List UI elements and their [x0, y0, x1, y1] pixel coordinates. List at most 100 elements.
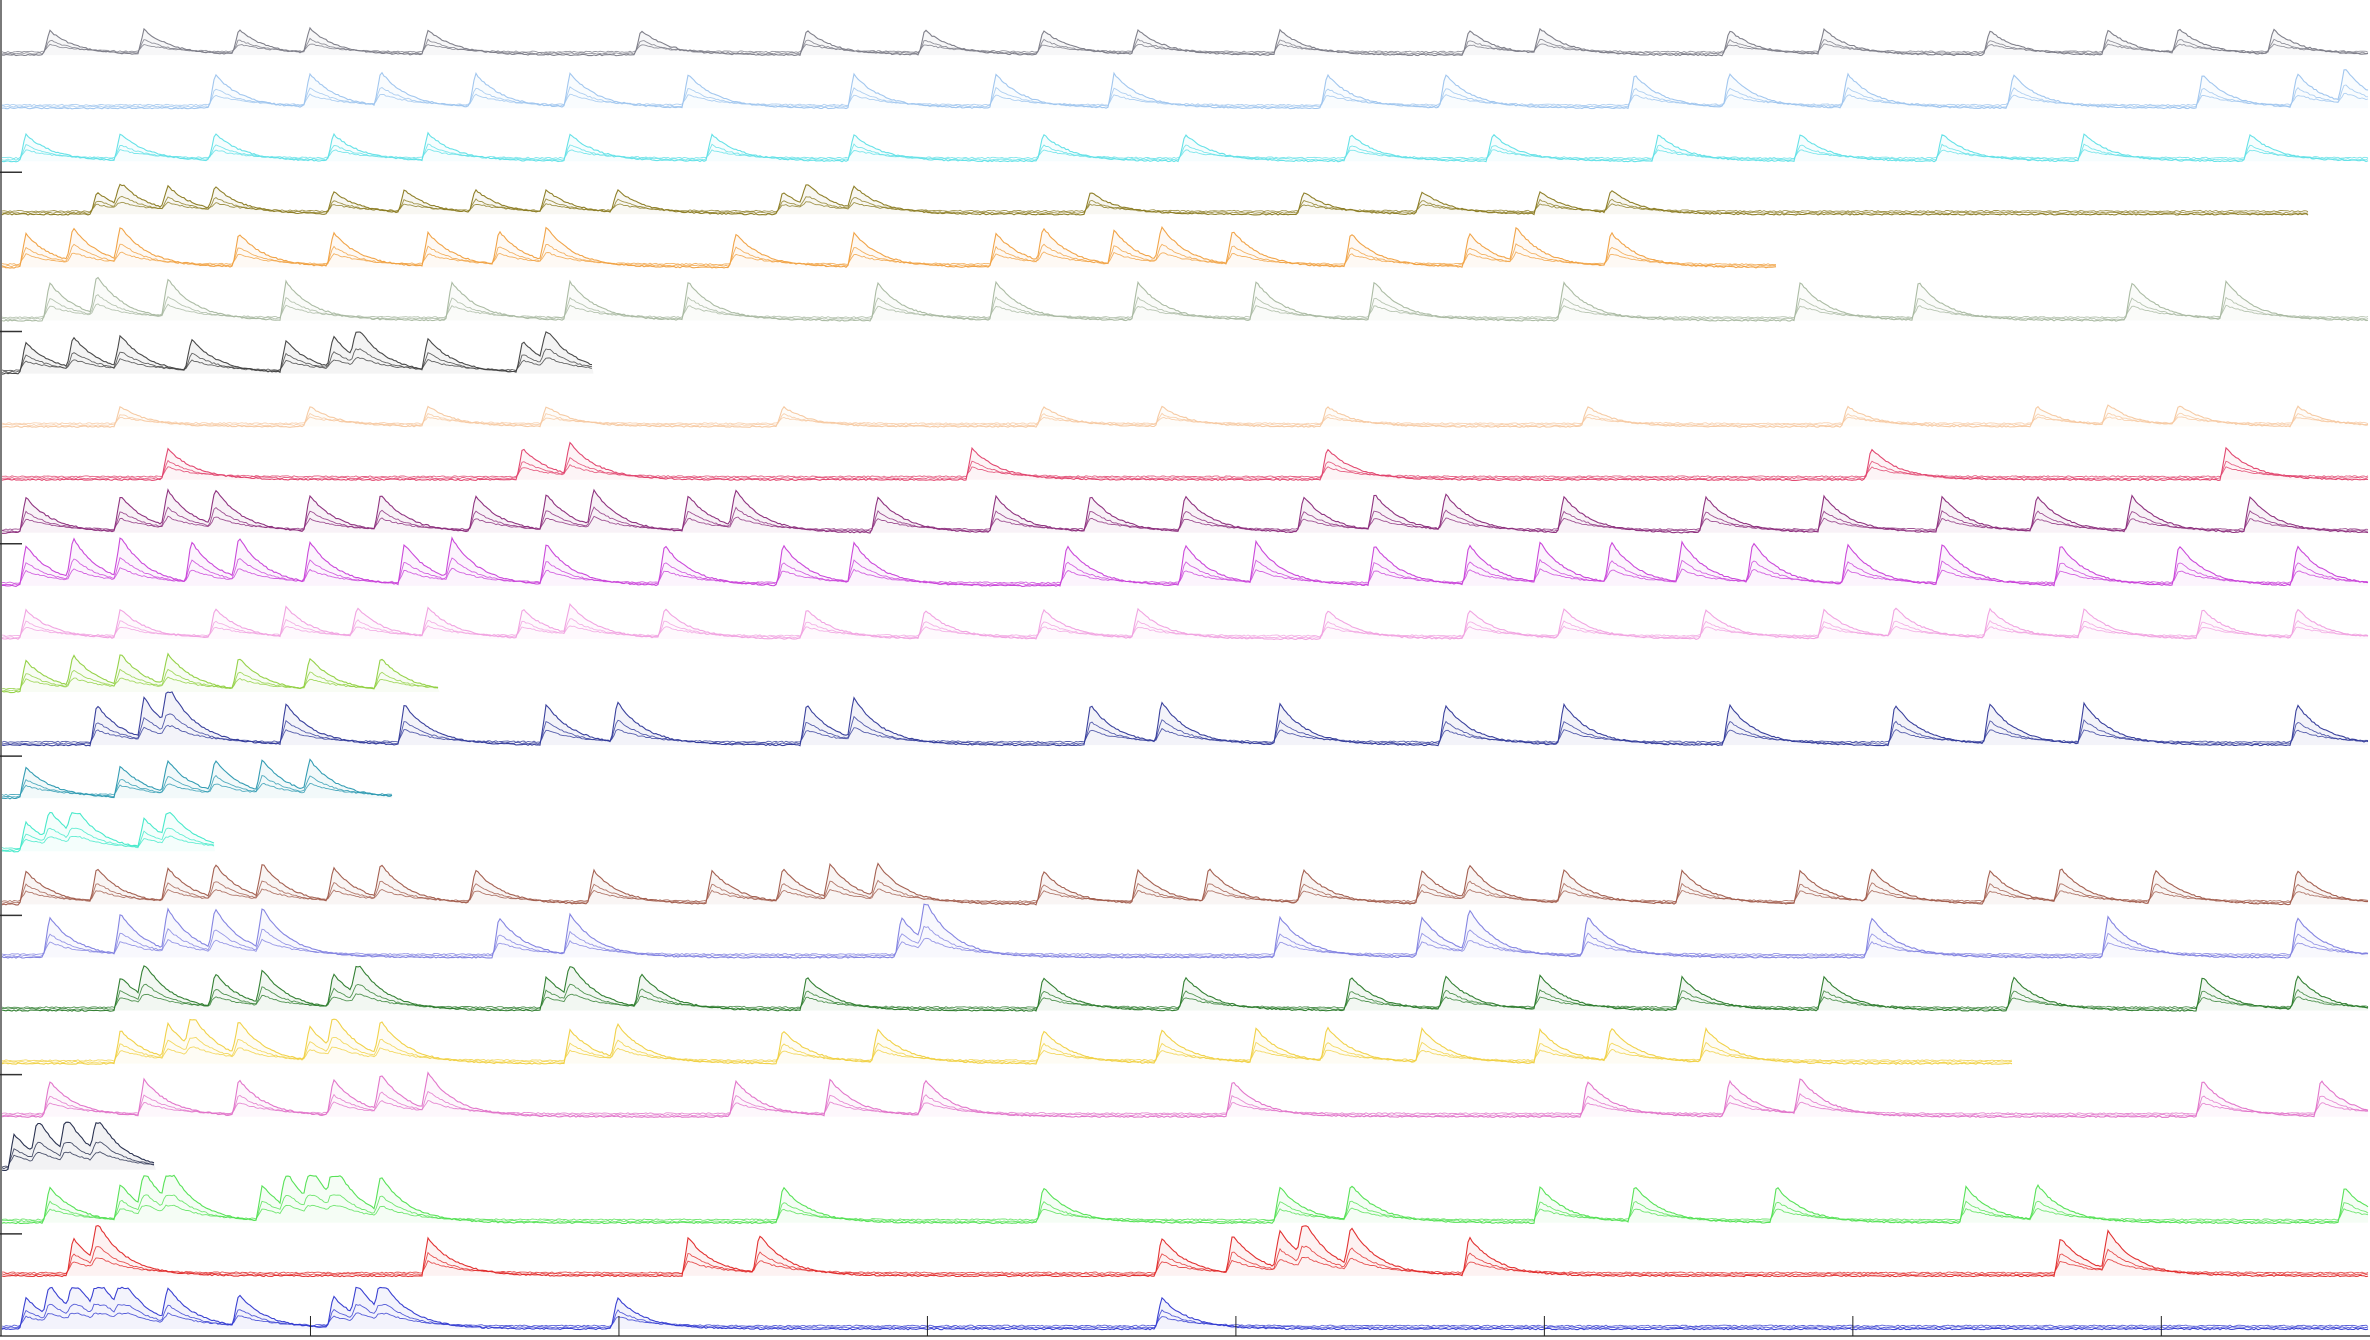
trace-line [1, 1174, 2369, 1225]
trace-line [1, 827, 215, 851]
trace-line [1, 457, 2369, 480]
trace-row [1, 441, 2369, 482]
trace-line [2, 148, 2369, 160]
trace-row [1, 1174, 2369, 1225]
trace-line [1, 131, 2369, 163]
trace-fill [2, 965, 2368, 1012]
trace-line [2, 464, 2369, 478]
trace-fill [2, 442, 2368, 481]
trace-line [1, 1224, 2369, 1278]
trace-fill [2, 69, 2368, 109]
trace-line [1, 1204, 2369, 1221]
trace-line [1, 251, 1777, 266]
trace-fill [2, 489, 2368, 534]
trace-fill [2, 331, 594, 375]
trace-line [1, 1245, 2369, 1276]
trace-row [1, 183, 2309, 216]
trace-fill [2, 184, 2309, 215]
trace-fill [2, 812, 215, 852]
trace-row [1, 1224, 2369, 1278]
trace-line [1, 1312, 2369, 1327]
trace-line [1, 1018, 2013, 1065]
trace-line [1, 404, 2369, 428]
trace-row [1, 652, 440, 694]
trace-line [1, 536, 2369, 587]
trace-row [1, 1071, 2369, 1119]
trace-line [1, 441, 2369, 482]
trace-line [1, 625, 2369, 637]
trace-row [1, 26, 2369, 57]
trace-fill [2, 405, 2368, 428]
trace-line [1, 1141, 155, 1170]
trace-line [1, 1099, 2369, 1115]
trace-row [1, 603, 2369, 641]
trace-line [1, 1071, 2369, 1119]
trace-fill [2, 27, 2368, 56]
trace-fill [2, 863, 2368, 905]
trace-fill [2, 691, 2368, 746]
trace-row [1, 225, 1777, 269]
trace-fill [2, 1225, 2368, 1277]
trace-line [1, 758, 393, 800]
trace-line [1, 1286, 2369, 1331]
trace-row [1, 331, 594, 375]
trace-line [1, 993, 2369, 1009]
trace-fill [2, 653, 440, 693]
trace-fill [2, 1072, 2368, 1118]
trace-row [1, 1018, 2014, 1065]
trace-line [2, 488, 2369, 534]
trace-line [1, 1090, 2369, 1117]
trace-line [1, 888, 2369, 903]
trace-line [2, 713, 2369, 745]
trace-line [1, 724, 2369, 744]
trace-line [1, 937, 2369, 956]
trace-line [1, 676, 439, 690]
trace-line [1, 965, 2369, 1012]
trace-fill [2, 537, 2368, 587]
trace-line [1, 782, 393, 797]
trace-line [2, 294, 2369, 321]
trace-line [1, 1151, 155, 1168]
trace-fill [2, 1175, 2368, 1224]
trace-row [1, 276, 2369, 322]
trace-row [1, 1286, 2369, 1331]
trace-line [1, 1303, 2369, 1329]
trace-line [1, 862, 2368, 906]
trace-line [1, 567, 2369, 584]
trace-fill [2, 1122, 156, 1171]
trace-line [1, 1121, 155, 1171]
trace-line [1, 515, 2369, 531]
trace-row [1, 691, 2369, 747]
trace-line [1, 26, 2369, 57]
trace-row [1, 811, 215, 853]
trace-fill [2, 277, 2368, 322]
trace-line [1, 412, 2369, 427]
trace-line [1, 811, 215, 853]
trace-row [1, 862, 2369, 906]
trace-line [1, 84, 2369, 108]
trace-fill [2, 1287, 2368, 1330]
trace-row [1, 1121, 156, 1171]
trace-line [1, 416, 2369, 425]
trace-line [1, 983, 2369, 1011]
trace-line [1, 143, 2369, 161]
trace-row [1, 131, 2369, 163]
trace-line [1, 92, 2369, 107]
trace-row [1, 758, 393, 800]
trace-line [1, 603, 2369, 641]
trace-fill [2, 1019, 2014, 1065]
trace-line [1, 1046, 2013, 1062]
trace-line [1, 903, 2369, 959]
trace-row [1, 69, 2369, 110]
trace-line [1, 835, 215, 850]
trace-line [1, 506, 2368, 533]
trace-fill [2, 904, 2368, 959]
trace-line [1, 43, 2369, 53]
trace-row [1, 404, 2369, 428]
trace-line [2, 1256, 2369, 1274]
trace-row [1, 488, 2369, 534]
trace-line [2, 1194, 2369, 1223]
trace-line [1, 201, 2309, 213]
